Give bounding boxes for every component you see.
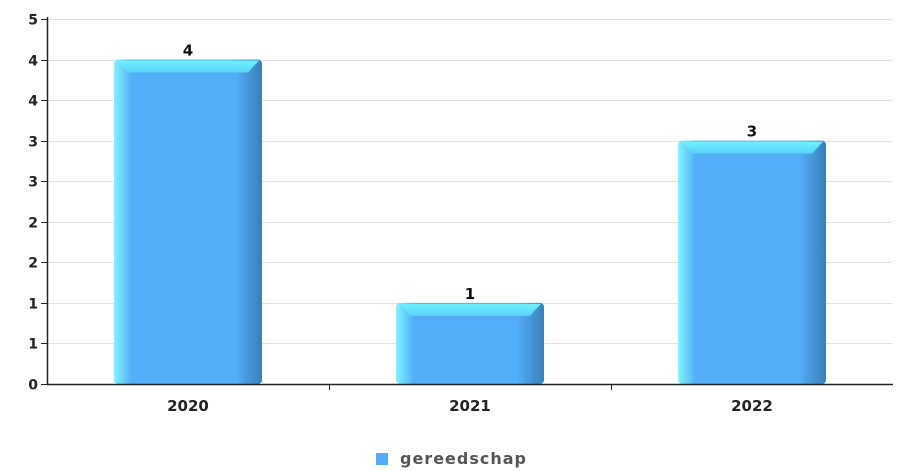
bar-top-bevel [681, 141, 823, 154]
data-label: 3 [747, 123, 757, 141]
bars [114, 59, 826, 385]
x-tick-label: 2020 [167, 397, 209, 415]
legend-swatch [376, 453, 388, 465]
x-tick-label: 2021 [449, 397, 491, 415]
y-tick-label: 4 [28, 54, 38, 70]
bar-top-bevel [117, 60, 259, 73]
y-tick-label: 2 [28, 256, 38, 272]
y-tick-label: 4 [28, 94, 38, 110]
legend: gereedschap [0, 449, 903, 468]
x-tick-label: 2022 [731, 397, 773, 415]
data-label: 1 [465, 285, 475, 303]
legend-label: gereedschap [400, 449, 527, 468]
y-tick-label: 3 [28, 135, 38, 151]
y-tick-label: 3 [28, 175, 38, 191]
bar [114, 59, 262, 385]
bar-face [396, 302, 544, 384]
y-tick-label: 5 [28, 13, 38, 29]
y-tick-label: 2 [28, 216, 38, 232]
bar-top-bevel [399, 303, 541, 316]
bar-face [114, 59, 262, 385]
data-label: 4 [183, 42, 193, 60]
y-tick-label: 0 [28, 378, 38, 394]
bar-chart: 0 1 1 2 2 3 3 4 4 5 4 2020 1 2021 3 2022 [28, 13, 893, 416]
y-tick-label: 1 [28, 337, 38, 353]
labels: 0 1 1 2 2 3 3 4 4 5 4 2020 1 2021 3 2022 [28, 13, 773, 416]
bar-face [678, 140, 826, 384]
bar [396, 302, 544, 384]
y-tick-label: 1 [28, 297, 38, 313]
axes [41, 17, 893, 390]
bar [678, 140, 826, 384]
